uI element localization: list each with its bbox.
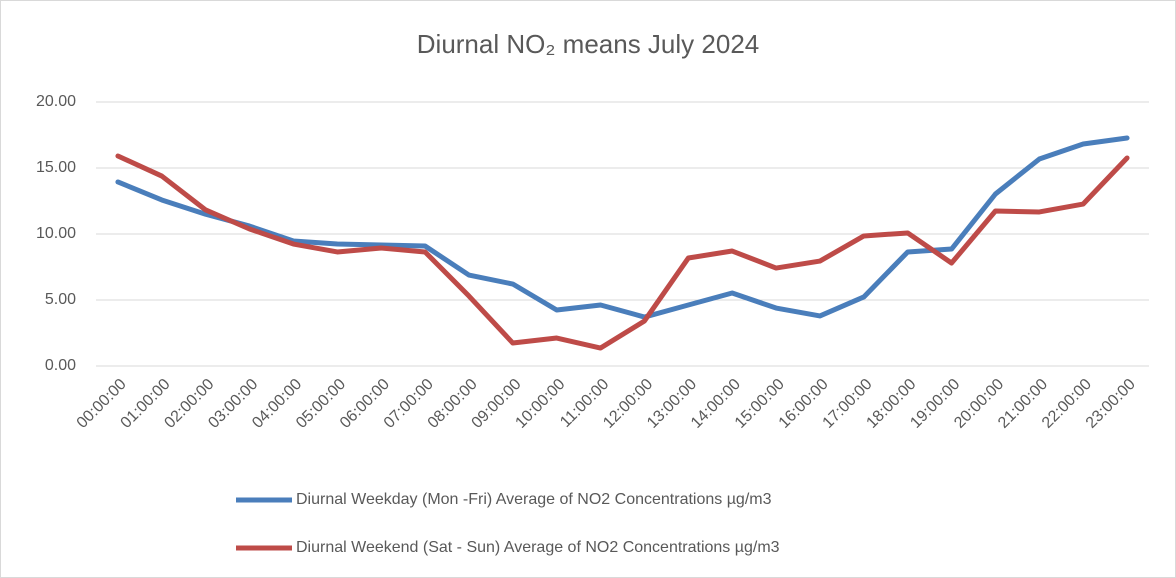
legend-label: Diurnal Weekend (Sat - Sun) Average of N… [296,539,780,556]
series-line [115,135,1130,320]
y-tick-label: 10.00 [36,225,76,242]
y-tick-label: 0.00 [45,357,76,374]
legend-label: Diurnal Weekday (Mon -Fri) Average of NO… [296,491,772,508]
chart-title: Diurnal NO₂ means July 2024 [417,29,759,59]
y-tick-label: 5.00 [45,291,76,308]
y-tick-label: 20.00 [36,93,76,110]
series-line [115,153,1130,351]
y-tick-label: 15.00 [36,159,76,176]
